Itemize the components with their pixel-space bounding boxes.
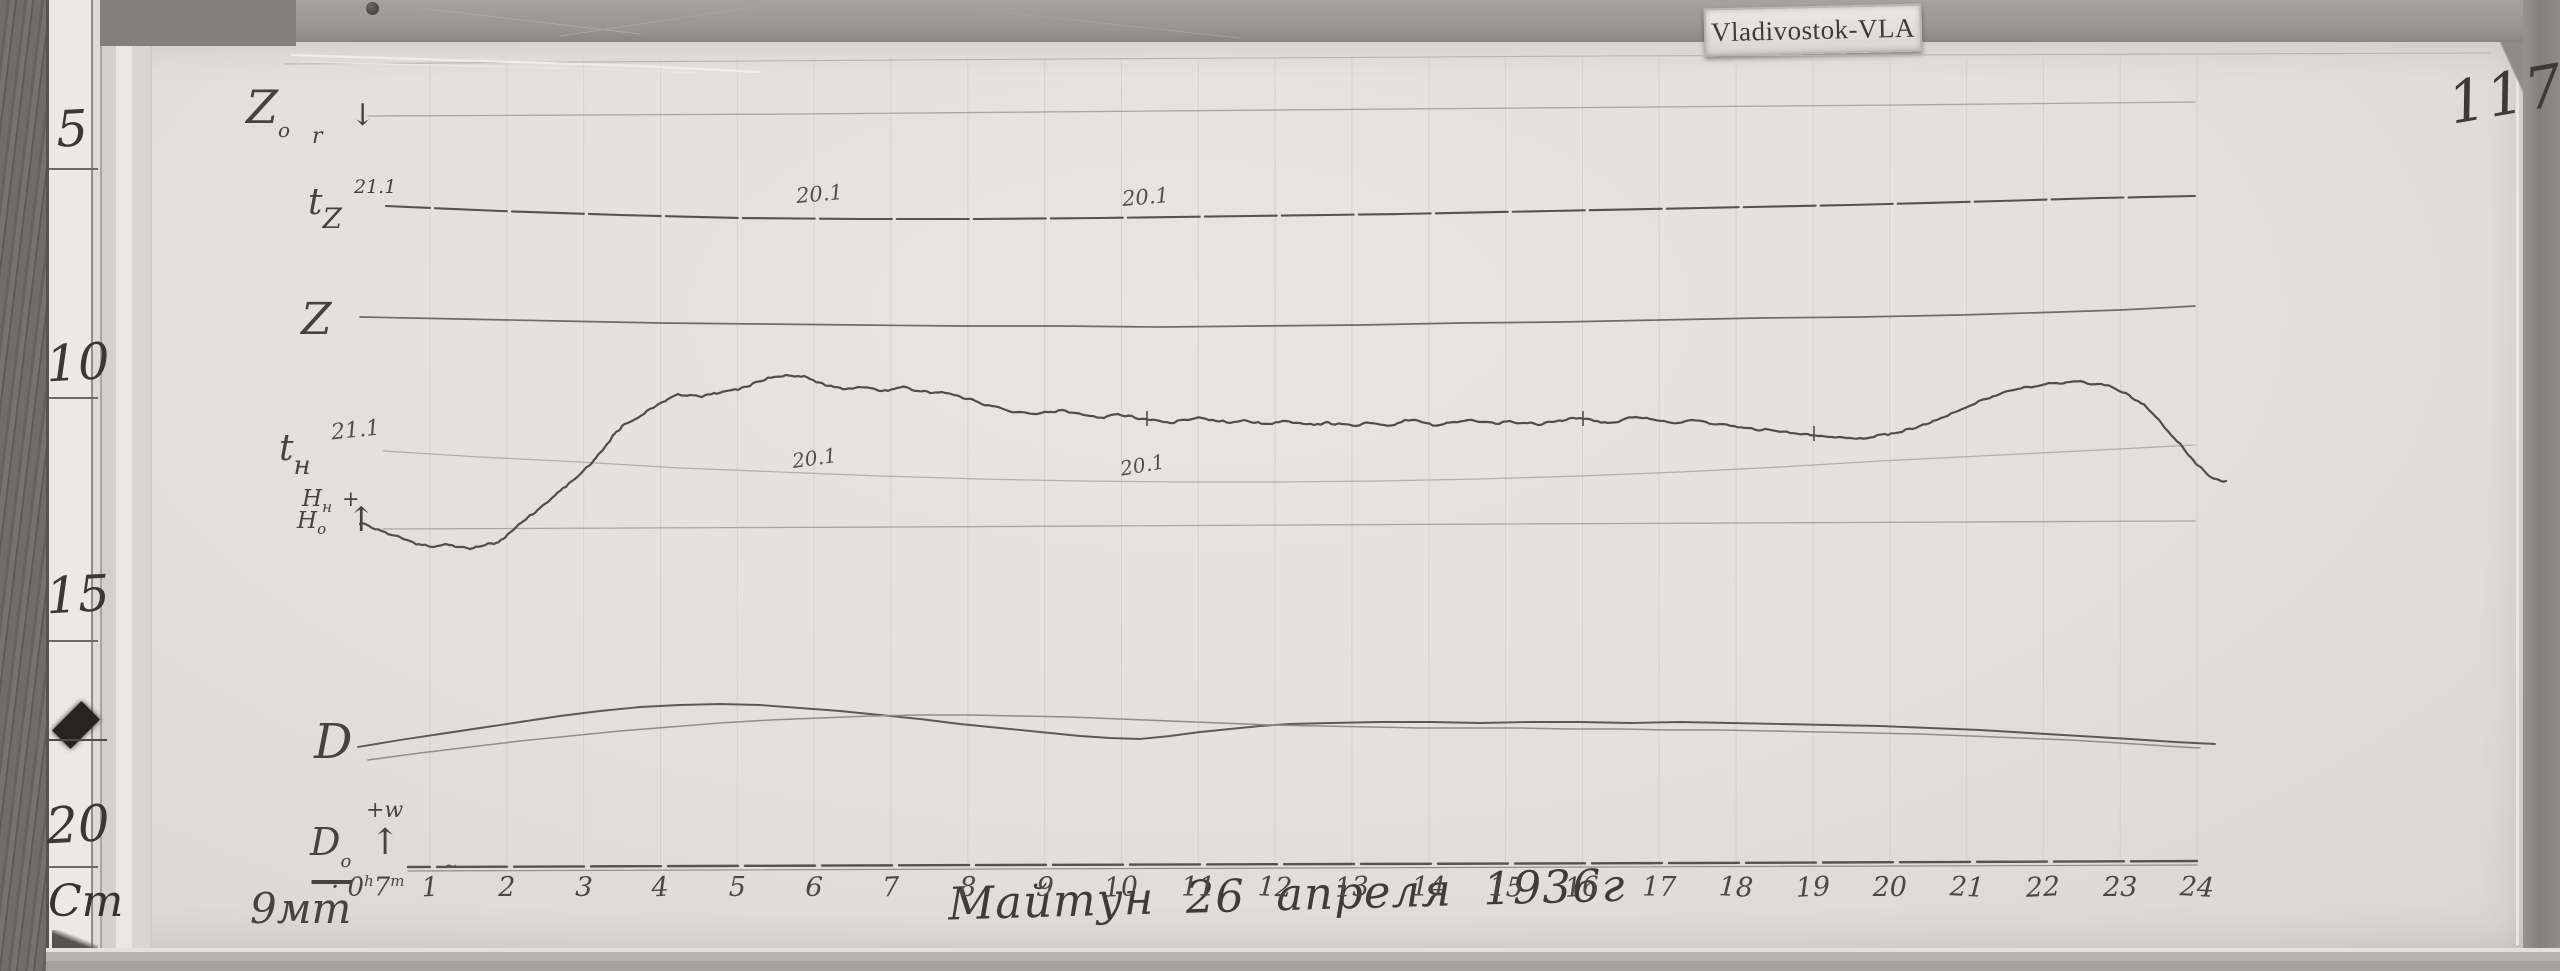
paper-right-edge [2516,45,2519,945]
start-time-hour-sup: h [364,872,374,890]
hour-label-21: 21 [1948,871,1985,904]
annotation-211: 21.1 [329,415,382,446]
hour-label-7: 7 [881,871,901,904]
corner-note-overlined: т [311,884,352,933]
paper-left-edge [100,42,152,948]
ruler-division-line [49,866,98,868]
start-time-dot: · [331,872,340,903]
label-tz: tZ 21.1 [308,176,396,235]
label-d0-baseline: Do +w ↑ [310,798,403,872]
label-h2-main: H [297,508,318,534]
label-h0-baseline: Ho ↑ [297,500,376,540]
label-h1-main: H [302,486,323,512]
hour-label-15: 15 [1487,871,1524,904]
chart-paper [100,42,2523,948]
ruler: 5 10 15 20 Cm [44,0,124,948]
screw-icon [366,2,379,15]
hour-label-6: 6 [804,871,824,904]
ruler-mark-15: 15 [44,564,112,626]
start-time-min: 7 [373,872,391,903]
hour-label-19: 19 [1794,871,1831,904]
ruler-mark-5: 5 [54,99,90,159]
hour-label-12: 12 [1257,871,1294,904]
ruler-mark-20: 20 [44,794,112,856]
hour-label-23: 23 [2103,872,2138,903]
label-z0-sub: o [277,118,291,142]
label-h2-sub: o [317,520,327,538]
ruler-edge-line [91,0,93,948]
hour-label-20: 20 [1872,872,1907,903]
hour-label-9: 9 [1035,871,1055,904]
start-time-note: · 0h7m [331,872,405,903]
hour-label-18: 18 [1718,871,1755,904]
annotation-201: 20.1 [795,180,844,208]
start-time-min-sup: m [390,872,405,890]
up-arrow-icon: ↑ [370,822,401,863]
label-z0-side: r [312,124,323,149]
ruler-torn-corner [52,930,98,948]
hour-label-22: 22 [2025,871,2062,904]
hour-label-24: 24 [2179,871,2216,904]
hour-label-10: 10 [1103,871,1140,904]
bottom-background-band [46,948,2560,971]
corner-note: 9мт [250,884,351,933]
hour-label-4: 4 [651,871,670,904]
station-label: Vladivostok-VLA [1703,3,1923,57]
hour-label-2: 2 [498,872,516,903]
label-z0-main: Z [246,80,278,134]
up-arrow-icon: ↑ [347,500,376,540]
start-time-hour: 0 [347,872,365,903]
hour-label-11: 11 [1181,872,1216,903]
label-d0-plus-w: +w [366,798,404,823]
top-background-band [46,0,2560,42]
station-label-text: Vladivostok-VLA [1710,12,1916,47]
label-tz-sub: Z [322,202,342,235]
down-arrow-icon: ↓ [350,98,376,133]
annotation-201: 20.1 [1121,183,1170,211]
label-z0-baseline: Zo r ↓ [246,80,375,149]
hour-label-1: 1 [420,871,440,904]
label-d0-sub: o [340,851,352,872]
hour-label-13: 13 [1333,871,1370,904]
ruler-division-line [49,397,98,399]
ruler-division-line [49,168,98,170]
label-th: tн [279,428,311,481]
label-d0-main: D [310,820,341,864]
hour-label-3: 3 [574,871,594,904]
label-th-main: t [279,428,294,469]
ruler-unit-label: Cm [48,876,124,927]
label-tz-main: t [308,182,323,223]
label-h1-sub: н [322,498,332,516]
right-background-band [2523,0,2560,971]
ruler-mark-10: 10 [44,332,112,394]
hour-label-16: 16 [1564,871,1601,904]
label-h-direction: Hн + [302,486,360,516]
hour-label-8: 8 [959,872,977,903]
pin-hole-line [49,739,107,741]
plus-sign: + [342,487,360,511]
hour-label-17: 17 [1642,872,1677,903]
hour-label-14: 14 [1411,872,1446,903]
ruler-division-line [49,640,98,642]
corner-note-lead: 9м [250,884,312,933]
annotation-: ~ [444,856,458,875]
wood-edge [0,0,46,971]
label-tz-value: 21.1 [354,176,397,198]
label-d: D [314,714,353,770]
hour-label-5: 5 [728,872,746,903]
label-th-sub: н [293,451,311,481]
label-z: Z [301,294,332,345]
